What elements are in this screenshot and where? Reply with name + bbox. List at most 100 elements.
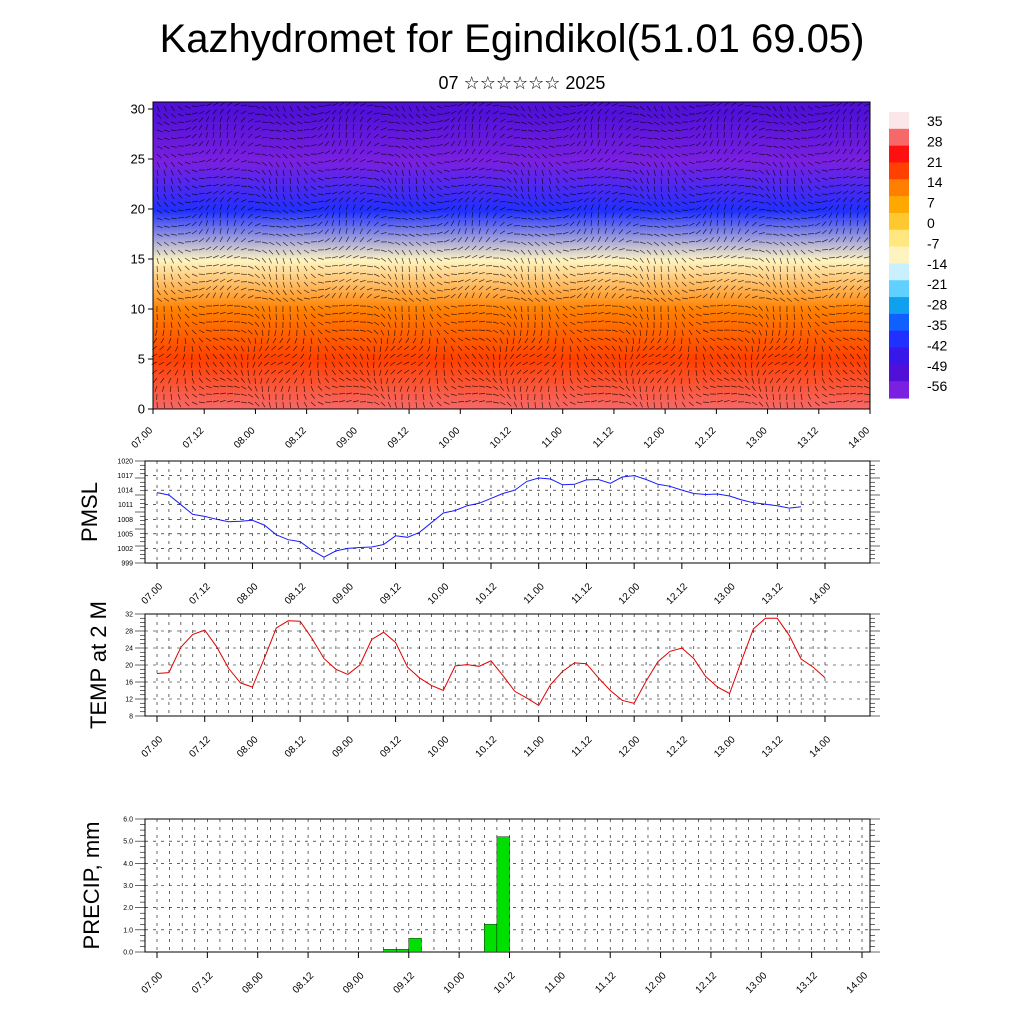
y-tick-label: 25	[131, 152, 145, 167]
colorbar-label: -21	[927, 276, 947, 292]
x-tick-label: 12.12	[665, 734, 691, 760]
y-tick-label: 24	[125, 646, 133, 653]
x-tick-label: 11.00	[522, 734, 547, 759]
x-tick-label: 07.12	[181, 425, 207, 451]
x-tick-label: 10.12	[488, 425, 514, 451]
x-tick-label: 09.00	[341, 970, 367, 996]
y-tick-label: 1002	[117, 546, 133, 553]
x-tick-label: 10.00	[442, 970, 468, 996]
y-tick-label: 1014	[117, 488, 133, 495]
colorbar-label: -7	[927, 235, 940, 251]
y-tick-label: 30	[131, 102, 145, 117]
y-tick-label: 16	[125, 680, 133, 687]
x-tick-label: 11.00	[540, 425, 565, 450]
x-tick-label: 13.00	[712, 581, 738, 607]
x-tick-label: 07.12	[190, 970, 216, 996]
x-tick-label: 09.00	[335, 425, 361, 451]
colorbar-swatch	[889, 229, 909, 248]
x-tick-label: 13.12	[760, 581, 786, 607]
x-tick-label: 10.00	[426, 581, 452, 607]
x-tick-label: 11.12	[591, 425, 616, 450]
x-tick-label: 11.12	[570, 734, 595, 759]
x-tick-label: 07.12	[187, 581, 213, 607]
colorbar-label: -56	[927, 378, 947, 394]
precip-bar	[484, 924, 498, 953]
y-axis-label: TEMP at 2 M	[86, 601, 111, 729]
colorbar-label: -42	[927, 337, 947, 353]
temp-at-m-line	[156, 617, 826, 707]
y-tick-label: 3.0	[123, 883, 133, 890]
x-tick-label: 11.12	[593, 970, 618, 995]
y-tick-label: 1011	[118, 502, 133, 509]
x-tick-label: 14.00	[845, 970, 871, 996]
x-tick-label: 08.12	[291, 970, 317, 996]
colorbar-swatch	[889, 313, 909, 332]
colorbar-swatch	[889, 330, 909, 349]
temp-panel: 32 28 24 20 16 12 8 TEMP at 2 M 07.00 07.12 08.00 0…	[86, 601, 880, 760]
x-tick-label: 09.12	[378, 734, 404, 760]
x-tick-label: 12.00	[643, 970, 669, 996]
colorbar-label: -49	[927, 358, 947, 374]
precip-bar	[496, 836, 510, 953]
colorbar-swatch	[889, 212, 909, 231]
colorbar-label: 28	[927, 133, 943, 149]
y-tick-label: 10	[131, 302, 145, 317]
y-tick-label: 6.0	[123, 817, 133, 824]
x-tick-label: 14.00	[808, 581, 834, 607]
colorbar-swatch	[889, 297, 909, 315]
colorbar-label: -35	[927, 317, 947, 333]
x-tick-label: 11.12	[570, 581, 595, 606]
colorbar-swatch	[889, 381, 909, 399]
x-tick-label: 08.00	[235, 734, 261, 760]
x-tick-label: 12.00	[617, 734, 643, 760]
wind-barbs	[151, 102, 871, 409]
y-axis-label: PRECIP, mm	[79, 822, 104, 950]
colorbar-swatch	[889, 347, 909, 365]
colorbar-swatch	[889, 145, 909, 164]
x-tick-label: 13.12	[794, 970, 820, 996]
y-tick-label: 0.0	[123, 950, 133, 957]
pmsl-panel: 1020 1017 1014 1011 1008 1005 1002 999 PMSL 07.00…	[77, 459, 880, 607]
y-tick-label: 5	[138, 352, 145, 367]
x-tick-label: 10.00	[437, 425, 463, 451]
y-tick-label: 4.0	[123, 861, 133, 868]
colorbar-label: 14	[927, 174, 943, 190]
x-tick-label: 13.00	[744, 425, 770, 451]
x-tick-label: 08.12	[283, 734, 309, 760]
chart-title: Kazhydromet for Egindikol(51.01 69.05)	[159, 17, 865, 61]
colorbar-label: -28	[927, 297, 947, 313]
colorbar-swatch	[889, 162, 909, 180]
precip-panel: 6.0 5.0 4.0 3.0 2.0 1.0 0.0 PRECIP, mm 07.00 07.1…	[79, 817, 880, 996]
y-tick-label: 28	[125, 629, 133, 636]
y-tick-label: 20	[125, 663, 133, 670]
colorbar-swatch	[889, 128, 909, 147]
colorbar-label: 35	[927, 113, 943, 129]
x-tick-label: 09.00	[331, 581, 357, 607]
y-tick-label: 2.0	[123, 905, 133, 912]
colorbar-label: 7	[927, 195, 935, 211]
y-tick-label: 20	[131, 202, 145, 217]
y-tick-label: 1005	[117, 531, 133, 538]
colorbar-swatch	[889, 179, 909, 197]
x-tick-label: 14.00	[847, 425, 873, 451]
x-tick-label: 13.00	[744, 970, 770, 996]
y-tick-label: 0	[138, 402, 145, 417]
y-tick-label: 1.0	[123, 927, 133, 934]
x-tick-label: 07.00	[140, 970, 166, 996]
y-tick-label: 1017	[117, 473, 133, 480]
colorbar-swatch	[889, 263, 909, 281]
x-tick-label: 09.12	[391, 970, 417, 996]
panel-frame	[144, 460, 871, 564]
x-tick-label: 08.00	[235, 581, 261, 607]
cross-section-heatmap: 0 5 10 15 20 25 30 07.00 07.12 08.00 08.12 09.00 09.…	[130, 101, 873, 451]
y-tick-label: 1008	[117, 517, 133, 524]
y-axis-label: PMSL	[77, 482, 102, 542]
x-tick-label: 08.12	[283, 581, 309, 607]
pmsl-line	[156, 475, 802, 558]
x-tick-label: 13.12	[795, 425, 821, 451]
x-tick-label: 07.12	[187, 734, 213, 760]
x-tick-label: 10.12	[474, 734, 500, 760]
x-tick-label: 13.12	[760, 734, 786, 760]
x-tick-label: 11.00	[522, 581, 547, 606]
